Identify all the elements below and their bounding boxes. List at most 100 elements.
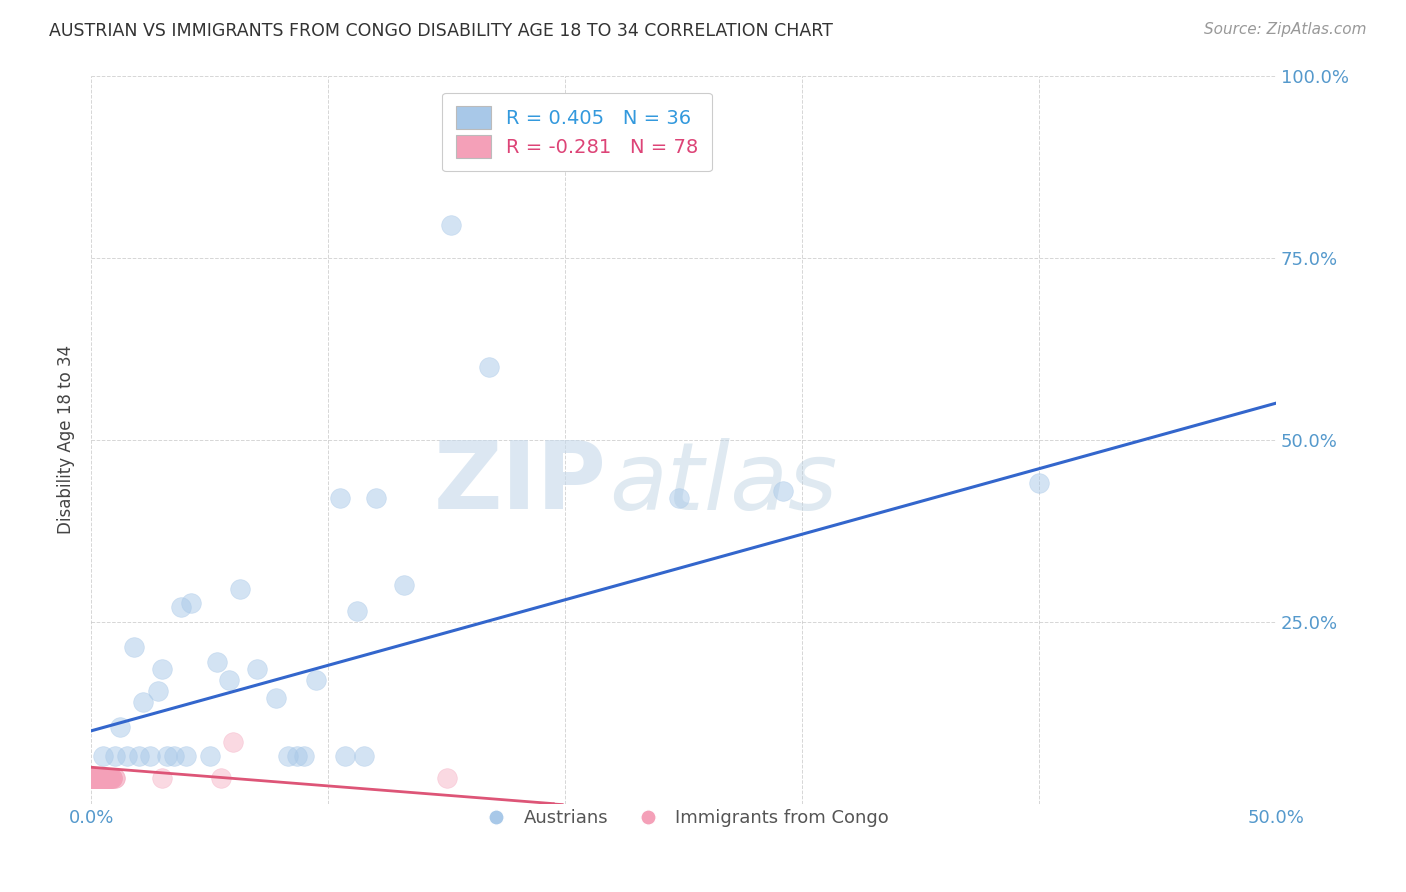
Point [94, 771, 117, 785]
Point [94, 771, 117, 785]
Point [94, 771, 117, 785]
Point [128, 749, 150, 764]
Point [440, 218, 463, 232]
Text: Source: ZipAtlas.com: Source: ZipAtlas.com [1204, 22, 1367, 37]
Point [333, 749, 356, 764]
Point [87, 771, 110, 785]
Point [104, 771, 127, 785]
Point [115, 749, 138, 764]
Point [91, 771, 114, 785]
Point [84, 771, 107, 785]
Point [150, 662, 173, 676]
Point [90, 771, 112, 785]
Point [174, 749, 197, 764]
Point [91, 771, 114, 785]
Point [83, 771, 105, 785]
Point [87, 771, 110, 785]
Point [104, 771, 127, 785]
Point [211, 771, 233, 785]
Point [668, 491, 690, 505]
Point [97, 771, 120, 785]
Point [150, 771, 173, 785]
Point [98, 771, 121, 785]
Point [156, 749, 179, 764]
Point [170, 600, 193, 615]
Point [90, 771, 112, 785]
Point [97, 771, 120, 785]
Point [80, 771, 103, 785]
Point [98, 771, 121, 785]
Point [97, 771, 120, 785]
Point [91, 771, 114, 785]
Point [80, 771, 103, 785]
Point [101, 771, 124, 785]
Point [87, 771, 110, 785]
Point [294, 749, 316, 764]
Point [90, 771, 112, 785]
Point [97, 771, 120, 785]
Point [84, 771, 107, 785]
Point [84, 771, 107, 785]
Point [98, 771, 121, 785]
Point [305, 673, 328, 687]
Point [246, 662, 269, 676]
Point [108, 720, 131, 734]
Point [87, 771, 110, 785]
Point [94, 771, 117, 785]
Point [90, 771, 112, 785]
Point [83, 771, 105, 785]
Point [90, 771, 112, 785]
Point [205, 655, 228, 669]
Point [84, 771, 107, 785]
Point [478, 359, 501, 374]
Point [80, 771, 103, 785]
Y-axis label: Disability Age 18 to 34: Disability Age 18 to 34 [58, 345, 75, 534]
Point [83, 771, 105, 785]
Point [97, 771, 120, 785]
Point [83, 771, 105, 785]
Point [80, 771, 103, 785]
Point [94, 771, 117, 785]
Point [91, 771, 114, 785]
Point [83, 771, 105, 785]
Point [198, 749, 221, 764]
Text: atlas: atlas [609, 438, 837, 529]
Point [346, 604, 368, 618]
Legend: Austrians, Immigrants from Congo: Austrians, Immigrants from Congo [471, 802, 896, 835]
Point [94, 771, 117, 785]
Point [104, 749, 127, 764]
Point [90, 771, 112, 785]
Point [91, 771, 114, 785]
Point [101, 771, 124, 785]
Point [91, 771, 114, 785]
Point [218, 673, 240, 687]
Point [83, 771, 105, 785]
Point [84, 771, 107, 785]
Point [264, 691, 287, 706]
Point [146, 683, 169, 698]
Point [97, 771, 120, 785]
Point [132, 695, 155, 709]
Point [91, 749, 114, 764]
Point [80, 771, 103, 785]
Point [80, 771, 103, 785]
Point [87, 771, 110, 785]
Point [94, 771, 117, 785]
Point [436, 771, 458, 785]
Point [87, 771, 110, 785]
Point [163, 749, 186, 764]
Point [97, 771, 120, 785]
Point [87, 771, 110, 785]
Point [91, 771, 114, 785]
Point [772, 483, 794, 498]
Point [180, 596, 202, 610]
Point [222, 735, 245, 749]
Text: ZIP: ZIP [433, 437, 606, 529]
Point [87, 771, 110, 785]
Point [84, 771, 107, 785]
Point [84, 771, 107, 785]
Point [277, 749, 299, 764]
Point [392, 578, 415, 592]
Point [353, 749, 375, 764]
Point [94, 771, 117, 785]
